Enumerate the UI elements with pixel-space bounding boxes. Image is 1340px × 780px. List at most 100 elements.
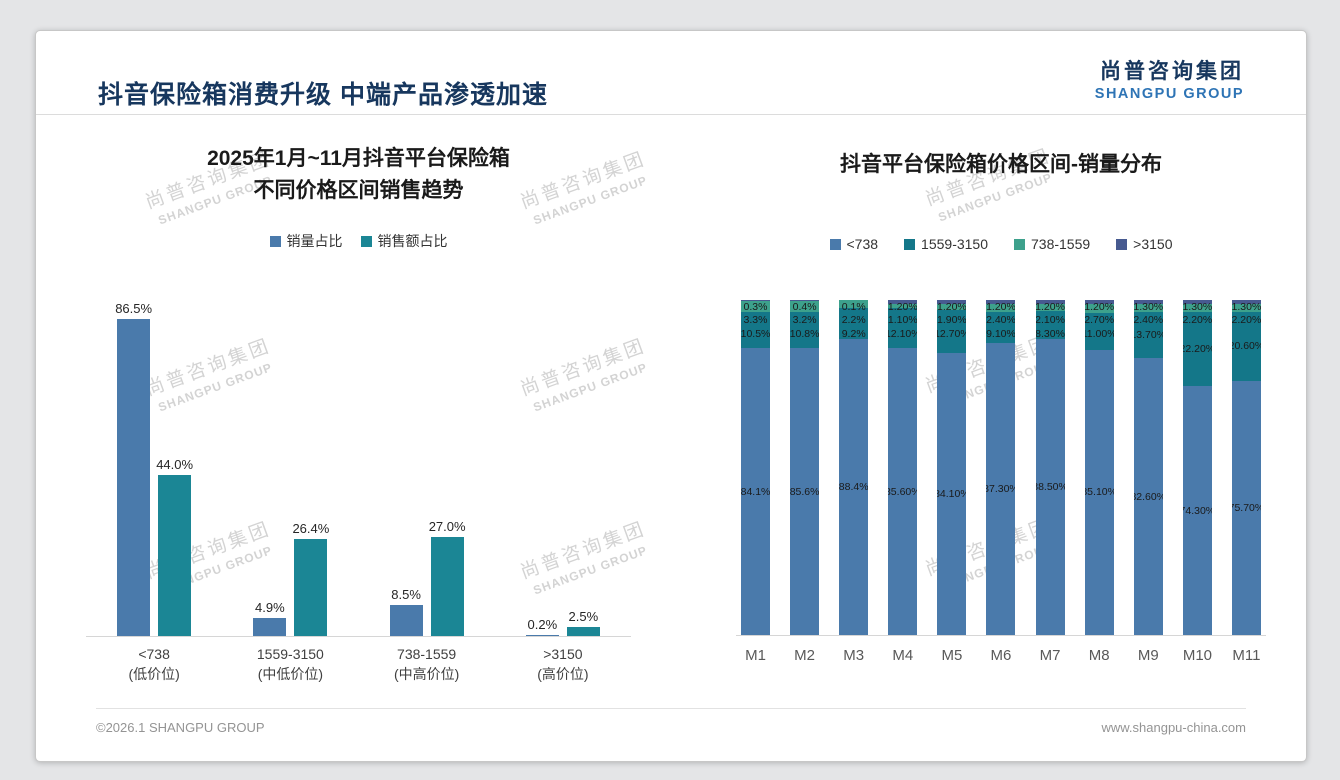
legend-swatch <box>269 235 281 247</box>
segment-value-label: 9.2% <box>841 327 866 340</box>
stack-segment <box>1133 358 1163 635</box>
month-label: M8 <box>1088 647 1110 664</box>
bar-with-label: 86.5% <box>115 301 152 636</box>
category-name: <738 <box>138 646 170 662</box>
bar-group: 86.5% 44.0% <box>86 291 222 636</box>
bar-with-label: 4.9% <box>253 600 287 636</box>
stacked-bar-chart: 84.1% 10.5% 3.3% 0.3% 85.6% 10.8% 3.2% 0.4% 88.4… <box>736 300 1266 636</box>
segment-value-label: 2.2% <box>841 314 866 327</box>
segment-value-label: 75.70% <box>1232 501 1261 514</box>
category-subname: (高价位) <box>537 666 589 683</box>
slide: 抖音保险箱消费升级 中端产品渗透加速 尚普咨询集团 SHANGPU GROUP … <box>35 30 1307 762</box>
legend-item: 1559-3150 <box>904 236 988 252</box>
legend-swatch <box>904 238 916 250</box>
stack-segment <box>741 300 770 302</box>
company-logo: 尚普咨询集团 SHANGPU GROUP <box>1095 55 1244 102</box>
revenue-share-bar <box>566 627 600 636</box>
bar-value-label: 0.2% <box>527 617 558 632</box>
segment-value-label: 2.40% <box>986 314 1016 327</box>
stack-segment <box>937 352 967 635</box>
revenue-share-bar <box>158 475 192 636</box>
segment-value-label: 88.50% <box>1036 480 1065 493</box>
logo-chinese-text: 尚普咨询集团 <box>1100 60 1244 83</box>
bar-value-label: 8.5% <box>391 587 421 602</box>
segment-value-label: 1.20% <box>1035 300 1065 313</box>
segment-value-label: 1.20% <box>986 300 1016 313</box>
segment-value-label: 74.30% <box>1183 504 1212 517</box>
segment-value-label: 0.4% <box>792 300 817 313</box>
segment-value-label: 1.20% <box>888 300 918 313</box>
segment-value-label: 8.30% <box>1035 327 1065 340</box>
bar-with-label: 8.5% <box>389 587 423 636</box>
month-label: M9 <box>1137 647 1159 664</box>
segment-value-label: 13.70% <box>1134 329 1163 342</box>
category-subname: (中低价位) <box>257 666 324 683</box>
bar-value-label: 26.4% <box>292 521 330 536</box>
stack-segment <box>937 310 967 353</box>
left-chart-legend: 销量占比 销售额占比 <box>86 231 631 251</box>
month-label: M7 <box>1039 647 1061 664</box>
bar-with-label: 27.0% <box>429 519 466 636</box>
logo-english-text: SHANGPU GROUP <box>1094 86 1244 102</box>
legend-label: <738 <box>846 236 879 252</box>
legend-swatch <box>360 235 372 247</box>
stack-segment <box>986 304 1016 313</box>
stack-segment <box>888 300 918 305</box>
stack-segment <box>790 301 820 313</box>
bar-with-label: 0.2% <box>525 617 559 636</box>
volume-share-bar <box>253 618 287 636</box>
category-name: 738-1559 <box>397 646 457 662</box>
left-x-axis-labels: <738 (低价位) 1559-3150 (中低价位) 738-1559 (中高价位) >3… <box>86 644 631 685</box>
stack-segment <box>1035 300 1065 305</box>
month-label: M10 <box>1182 647 1213 664</box>
stack-segment <box>986 312 1016 343</box>
bar-group: 8.5% 27.0% <box>359 291 495 636</box>
segment-value-label: 84.1% <box>741 485 770 498</box>
segment-value-label: 2.70% <box>1084 314 1114 327</box>
legend-label: 738-1559 <box>1031 236 1091 252</box>
category-name: >3150 <box>543 646 583 662</box>
stack-segment <box>1133 300 1163 305</box>
right-chart-title: 抖音平台保险箱价格区间-销量分布 <box>840 153 1162 176</box>
bar-with-label: 44.0% <box>156 457 193 636</box>
month-label: M4 <box>892 647 914 664</box>
segment-value-label: 82.60% <box>1134 490 1163 503</box>
category-subname: (中高价位) <box>393 666 460 683</box>
stack-segment <box>1035 304 1065 312</box>
right-chart-legend: <738 1559-3150 738-1559 >3150 <box>736 236 1266 252</box>
stack-segment <box>1084 313 1114 350</box>
slide-footer: ©2026.1 SHANGPU GROUP www.shangpu-china.… <box>96 708 1246 735</box>
stack-column: 88.50% 8.30%2.10%1.20% <box>1035 300 1065 635</box>
month-label: M1 <box>745 647 766 664</box>
category-subname: (低价位) <box>128 666 180 683</box>
month-label: M5 <box>941 647 963 664</box>
stack-column: 85.60% 12.10%1.10%1.20% <box>888 300 918 635</box>
bar-value-label: 4.9% <box>255 600 285 615</box>
stack-segment <box>1182 386 1212 635</box>
category-label: >3150 (高价位) <box>495 644 631 685</box>
stack-segment <box>839 300 869 308</box>
segment-value-label: 10.8% <box>790 327 820 340</box>
stack-segment <box>839 338 869 635</box>
stack-segment <box>1182 300 1212 305</box>
volume-share-bar <box>525 635 559 636</box>
segment-value-label: 2.20% <box>1231 314 1261 327</box>
segment-value-label: 11.00% <box>1085 327 1114 340</box>
segment-value-label: 1.20% <box>1084 300 1114 313</box>
category-label: 1559-3150 (中低价位) <box>222 644 358 685</box>
stack-segment <box>1084 349 1114 635</box>
stack-segment <box>1133 312 1163 359</box>
legend-item: >3150 <box>1116 236 1173 252</box>
segment-value-label: 1.30% <box>1133 300 1163 313</box>
segment-value-label: 12.70% <box>937 327 966 340</box>
stack-column: 75.70% 20.60% 2.20%1.30% <box>1231 300 1261 635</box>
month-label: M3 <box>843 647 865 664</box>
segment-value-label: 84.10% <box>937 488 966 500</box>
stack-segment <box>790 312 820 349</box>
left-chart-title: 2025年1月~11月抖音平台保险箱 不同价格区间销售趋势 <box>86 143 631 206</box>
category-label: <738 (低价位) <box>86 644 222 685</box>
stack-segment <box>937 300 967 305</box>
segment-value-label: 2.40% <box>1133 314 1163 327</box>
segment-value-label: 1.30% <box>1182 300 1212 313</box>
